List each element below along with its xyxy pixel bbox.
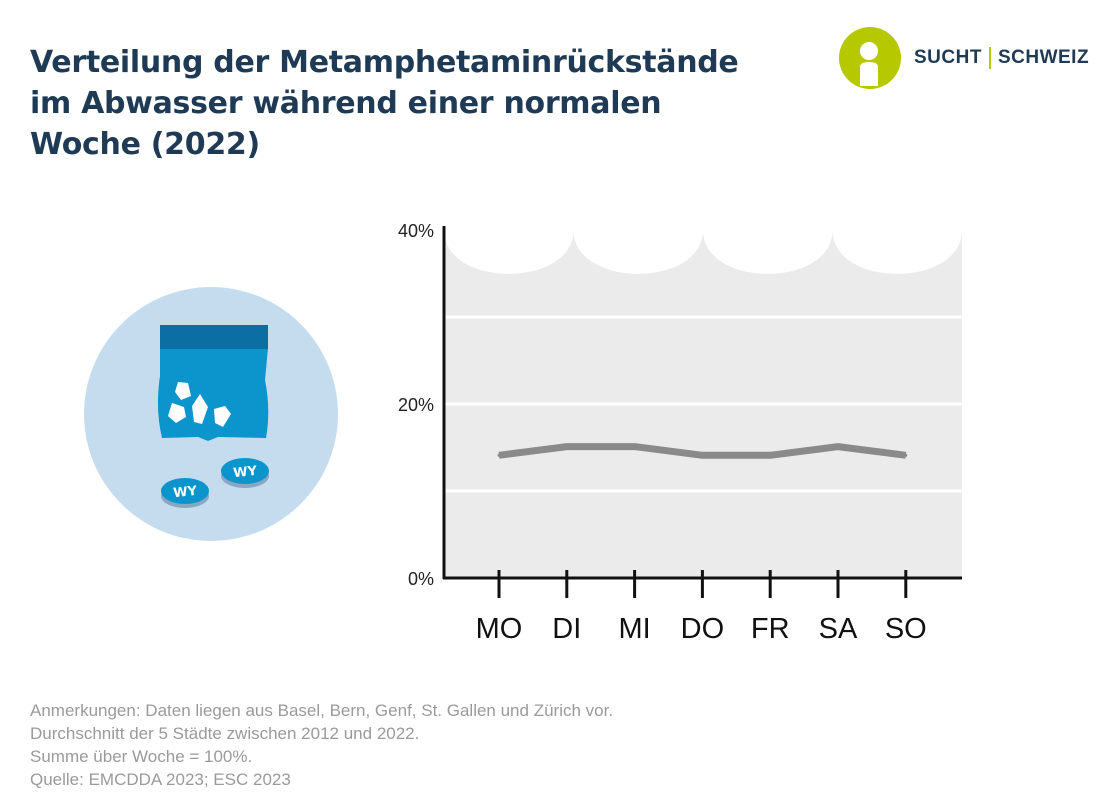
title-line: Woche (2022) <box>30 124 790 165</box>
y-tick-label: 0% <box>408 569 434 589</box>
x-tick-label: DI <box>552 613 581 645</box>
data-point <box>837 445 840 448</box>
drug-illustration: WY WY <box>84 286 340 542</box>
note-line: Summe über Woche = 100%. <box>30 745 613 768</box>
sucht-schweiz-logo: SUCHT SCHWEIZ <box>838 26 1089 90</box>
person-logo-icon <box>838 26 902 90</box>
x-tick-label: DO <box>681 613 725 645</box>
x-tick-label: FR <box>751 613 790 645</box>
x-tick-label: MI <box>618 613 650 645</box>
data-point <box>633 445 636 448</box>
x-tick-label: SO <box>885 613 927 645</box>
title-line: Verteilung der Metamphetaminrückstände <box>30 42 790 83</box>
pill-icon: WY <box>221 458 269 488</box>
data-point <box>769 454 772 457</box>
note-line: Quelle: EMCDDA 2023; ESC 2023 <box>30 768 613 791</box>
data-point <box>498 454 501 457</box>
note-line: Durchschnitt der 5 Städte zwischen 2012 … <box>30 722 613 745</box>
logo-text-right: SCHWEIZ <box>998 47 1089 69</box>
logo-separator <box>989 47 991 69</box>
y-tick-label: 20% <box>398 395 434 415</box>
title-line: im Abwasser während einer normalen <box>30 83 790 124</box>
line-chart: 0% 20% 40% MO DI MI DO FR SA SO <box>380 200 980 660</box>
note-line: Anmerkungen: Daten liegen aus Basel, Ber… <box>30 699 613 722</box>
x-tick-label: SA <box>819 613 858 645</box>
logo-wordmark: SUCHT SCHWEIZ <box>914 47 1089 69</box>
logo-text-left: SUCHT <box>914 47 982 69</box>
x-tick-label: MO <box>476 613 523 645</box>
pill-imprint: WY <box>173 484 199 501</box>
data-point <box>904 454 907 457</box>
crystal-bag-icon <box>158 325 268 441</box>
pill-icon: WY <box>161 478 209 508</box>
chart-title: Verteilung der Metamphetaminrückstände i… <box>30 42 790 165</box>
pill-imprint: WY <box>233 464 259 481</box>
notes-block: Anmerkungen: Daten liegen aus Basel, Ber… <box>30 699 613 791</box>
data-point <box>565 445 568 448</box>
data-point <box>701 454 704 457</box>
y-tick-label: 40% <box>398 221 434 241</box>
